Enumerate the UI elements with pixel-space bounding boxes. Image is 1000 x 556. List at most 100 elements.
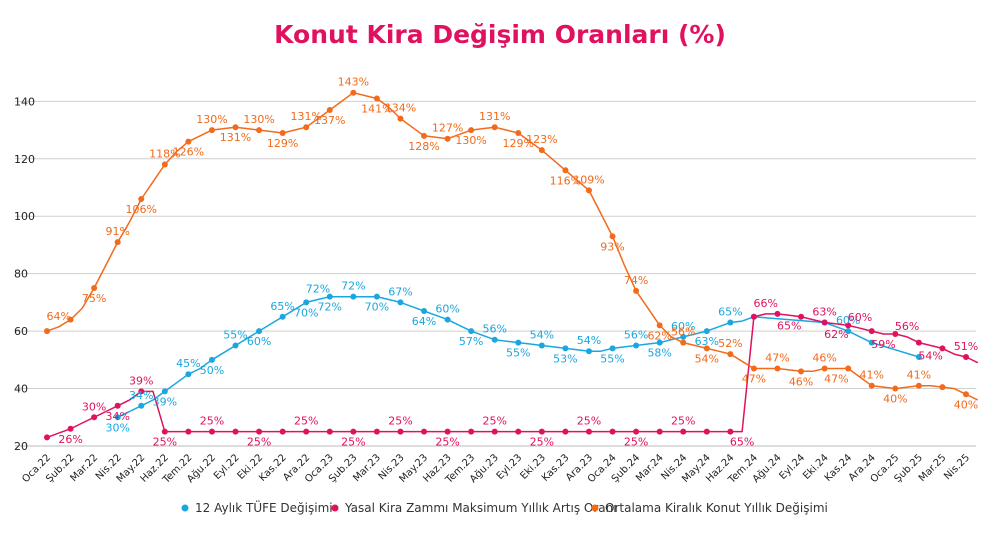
data-point (680, 339, 687, 346)
data-label: 130% (243, 113, 274, 126)
data-point (868, 382, 875, 389)
data-point (585, 348, 592, 355)
data-point (421, 308, 428, 315)
x-tick-label: Nis.25 (942, 452, 972, 482)
data-label: 55% (600, 352, 624, 365)
data-point (161, 161, 168, 168)
data-point (515, 129, 522, 136)
data-point (397, 115, 404, 122)
data-point (326, 106, 333, 113)
data-point (67, 425, 74, 432)
data-point (845, 365, 852, 372)
x-tick-label: Eyl.22 (212, 452, 242, 482)
data-point (868, 339, 875, 346)
data-point (421, 428, 428, 435)
data-point (562, 167, 569, 174)
data-label: 57% (459, 335, 483, 348)
data-label: 131% (220, 131, 251, 144)
data-point (444, 135, 451, 142)
data-point (680, 333, 687, 340)
data-point (67, 316, 74, 323)
data-point (256, 127, 263, 134)
data-label: 59% (871, 338, 895, 351)
data-label: 56% (895, 320, 919, 333)
legend-marker (331, 504, 339, 512)
y-tick-label: 140 (14, 95, 35, 108)
data-label: 40% (883, 393, 907, 406)
data-point (633, 287, 640, 294)
data-point (303, 299, 310, 306)
data-point (208, 356, 215, 363)
data-point (138, 402, 145, 409)
y-tick-label: 40 (14, 383, 28, 396)
data-point (892, 330, 899, 337)
data-label: 39% (153, 395, 177, 408)
data-label: 25% (341, 436, 365, 449)
data-point (939, 384, 946, 391)
data-point (585, 187, 592, 194)
data-label: 25% (530, 436, 554, 449)
data-label: 30% (105, 421, 129, 434)
data-label: 47% (742, 372, 766, 385)
data-label: 62% (647, 329, 671, 342)
data-point (515, 339, 522, 346)
data-point (750, 365, 757, 372)
data-label: 46% (812, 351, 836, 364)
data-point (444, 428, 451, 435)
y-tick-label: 80 (14, 268, 28, 281)
data-label: 25% (200, 415, 224, 428)
data-point (397, 428, 404, 435)
data-label: 25% (388, 415, 412, 428)
data-point (915, 339, 922, 346)
data-point (774, 365, 781, 372)
data-label: 25% (294, 415, 318, 428)
data-point (279, 129, 286, 136)
data-point (468, 328, 475, 335)
data-label: 91% (105, 225, 129, 238)
data-point (963, 391, 969, 398)
data-point (444, 316, 451, 323)
data-point (468, 127, 475, 134)
data-label: 131% (479, 110, 510, 123)
data-label: 130% (196, 113, 227, 126)
data-label: 25% (247, 436, 271, 449)
data-point (915, 353, 922, 360)
data-label: 60% (435, 303, 459, 316)
data-label: 65% (777, 319, 801, 332)
data-label: 51% (954, 340, 978, 353)
data-point (421, 132, 428, 139)
data-point (397, 299, 404, 306)
data-point (491, 124, 498, 131)
data-label: 56% (671, 326, 695, 339)
data-point (491, 336, 498, 343)
data-point (538, 342, 545, 349)
data-point (350, 293, 357, 300)
data-label: 134% (385, 102, 416, 115)
data-label: 56% (624, 328, 648, 341)
data-label: 127% (432, 122, 463, 135)
data-label: 106% (126, 203, 157, 216)
data-label: 116% (550, 174, 581, 187)
data-point (373, 95, 380, 102)
data-point (633, 342, 640, 349)
data-point (774, 310, 781, 317)
data-point (538, 428, 545, 435)
data-point (609, 345, 616, 352)
grid-lines (15, 100, 976, 447)
data-point (821, 365, 828, 372)
data-label: 30% (82, 400, 106, 413)
data-point (138, 196, 145, 203)
data-point (373, 428, 380, 435)
data-label: 54% (695, 352, 719, 365)
chart-legend: 12 Aylık TÜFE Değişimi Yasal Kira Zammı M… (181, 499, 828, 515)
data-label: 72% (318, 301, 342, 314)
data-label: 41% (907, 369, 931, 382)
data-point (727, 351, 734, 358)
data-point (633, 428, 640, 435)
data-point (161, 388, 168, 395)
y-axis-ticks: 20 40 60 80 100 120 140 (14, 95, 35, 453)
data-label: 26% (58, 433, 82, 446)
data-point (326, 293, 333, 300)
data-label: 40% (954, 398, 978, 411)
